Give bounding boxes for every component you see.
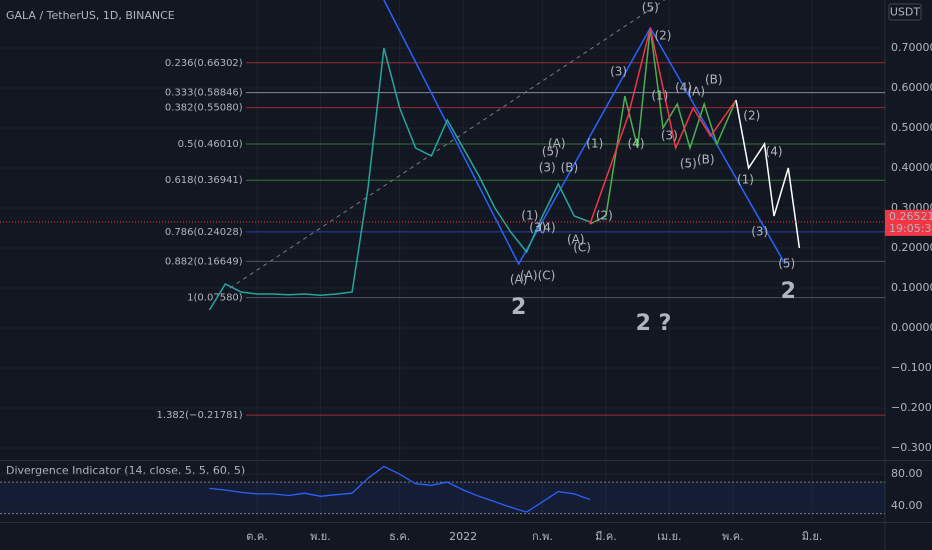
y-tick-label: 0.70000: [891, 41, 932, 54]
wave-label: (3): [610, 65, 627, 79]
wave-label: (B): [697, 153, 715, 167]
y-tick-label: 0.00000: [891, 321, 932, 334]
wave-label: (4): [766, 145, 783, 159]
wave-count: 2: [781, 279, 796, 304]
wave-label: (1): [521, 209, 538, 223]
fib-label: 1.382(−0.21781): [157, 410, 243, 421]
last-price: 0.26521: [889, 210, 932, 223]
y-tick-label: 0.40000: [891, 161, 932, 174]
wave-label: (2): [596, 209, 613, 223]
wave-count: 2 ?: [636, 311, 672, 336]
y-tick-label: 40.00: [891, 499, 923, 512]
wave-label: (5): [680, 157, 697, 171]
wave-label: (A): [567, 233, 585, 247]
wave-label: (3): [751, 225, 768, 239]
drawing: [383, 0, 786, 266]
drawing: [735, 99, 801, 249]
wave-label: (4): [628, 137, 645, 151]
fib-label: 0.333(0.58846): [165, 88, 243, 99]
fib-label: 0.236(0.66302): [165, 58, 243, 69]
wave-label: (5): [542, 145, 559, 159]
wave-label: (4): [675, 81, 692, 95]
x-tick-label: ก.พ.: [532, 530, 553, 543]
fib-label: 0.882(0.16649): [165, 256, 243, 267]
x-tick-label: พ.ย.: [310, 530, 331, 543]
last-price-box: [885, 209, 932, 236]
fib-label: 0.786(0.24028): [165, 227, 243, 238]
wave-label: (5): [642, 1, 659, 15]
x-tick-label: พ.ค.: [722, 530, 744, 543]
wave-label: (1): [737, 173, 754, 187]
wave-label: (2): [743, 109, 760, 123]
x-tick-label: มิ.ย.: [802, 530, 823, 543]
wave-label: (3): [529, 221, 546, 235]
wave-label: (B): [561, 161, 579, 175]
wave-label: (A): [548, 137, 566, 151]
fib-label: 0.5(0.46010): [178, 139, 243, 150]
drawing: [229, 0, 665, 289]
x-tick-label: เม.ย.: [657, 530, 681, 543]
wave-label: (1): [651, 89, 668, 103]
indicator-line: [209, 465, 591, 513]
wave-label: (B): [705, 73, 723, 87]
wave-label: (A)(C): [520, 269, 555, 283]
indicator-band: [0, 482, 885, 514]
wave-label: (A): [510, 273, 528, 287]
x-tick-label: ธ.ค.: [389, 530, 410, 543]
drawing: [589, 27, 737, 225]
wave-label: (5): [778, 257, 795, 271]
y-tick-label: −0.10000: [891, 361, 932, 374]
wave-label: (C): [573, 241, 591, 255]
wave-count: 2: [511, 295, 526, 320]
y-tick-label: 0.60000: [891, 81, 932, 94]
x-tick-label: ต.ค.: [246, 530, 268, 543]
symbol-title: GALA / TetherUS, 1D, BINANCE: [6, 9, 175, 22]
y-tick-label: 0.10000: [891, 281, 932, 294]
y-tick-label: 0.20000: [891, 241, 932, 254]
y-tick-label: −0.30000: [891, 441, 932, 454]
wave-label: (3): [661, 129, 678, 143]
x-tick-label: 2022: [449, 530, 477, 543]
wave-label: (2): [654, 29, 671, 43]
indicator-title: Divergence Indicator (14, close, 5, 5, 6…: [6, 464, 245, 477]
currency[interactable]: USDT: [890, 6, 921, 19]
y-tick-label: −0.20000: [891, 401, 932, 414]
wave-label: (3): [539, 161, 556, 175]
currency-box[interactable]: [888, 3, 922, 21]
fib-label: 0.382(0.55080): [165, 103, 243, 114]
fib-label: 1(0.07580): [187, 293, 243, 304]
drawing: [589, 27, 737, 225]
fib-label: 0.618(0.36941): [165, 175, 243, 186]
x-tick-label: มี.ค.: [595, 530, 617, 543]
wave-label: (1): [586, 137, 603, 151]
countdown: 19:05:38: [889, 222, 932, 235]
price-line: [208, 47, 591, 311]
wave-label: (A): [688, 85, 706, 99]
y-tick-label: 0.50000: [891, 121, 932, 134]
y-tick-label: 80.00: [891, 467, 923, 480]
wave-label: (4): [539, 221, 556, 235]
